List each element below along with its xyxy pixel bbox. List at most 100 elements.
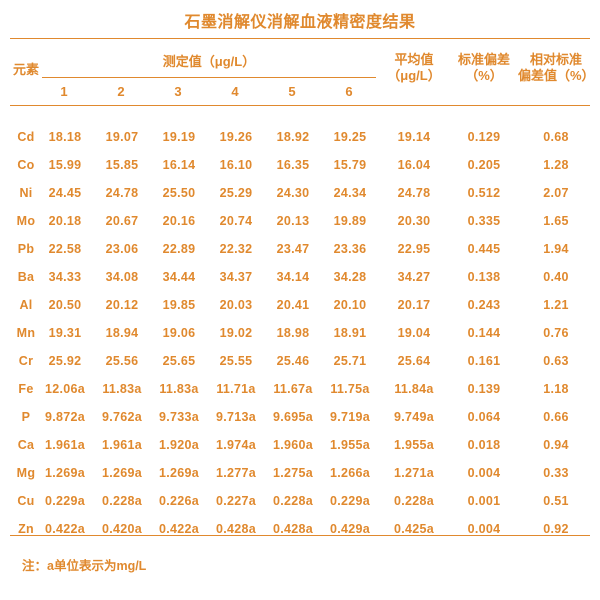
table-bottom-rule — [10, 535, 590, 536]
cell-measurement-1: 20.50 — [48, 298, 82, 312]
cell-measurement-4: 22.32 — [219, 242, 253, 256]
cell-measurement-1: 22.58 — [48, 242, 82, 256]
table-row: Cd 18.18 19.07 19.19 19.26 18.92 19.25 19.14 0.1… — [0, 130, 600, 158]
cell-mean: 19.04 — [397, 326, 431, 340]
cell-measurement-2: 20.67 — [105, 214, 139, 228]
cell-measurement-3: 22.89 — [162, 242, 196, 256]
cell-standard-deviation: 0.064 — [467, 410, 501, 424]
cell-mean: 11.84a — [394, 382, 434, 396]
page-title: 石墨消解仪消解血液精密度结果 — [184, 14, 416, 31]
cell-measurement-5: 23.47 — [276, 242, 310, 256]
cell-relative-standard-deviation: 0.33 — [543, 466, 569, 480]
table-row: Ba 34.33 34.08 34.44 34.37 34.14 34.28 34.27 0.1… — [0, 270, 600, 298]
table-row: Mo 20.18 20.67 20.16 20.74 20.13 19.89 20.30 0.3… — [0, 214, 600, 242]
cell-measurement-4: 11.71a — [216, 382, 256, 396]
cell-measurement-1: 0.229a — [44, 494, 86, 508]
column-subheader-2: 2 — [117, 84, 125, 99]
column-header-mean: 平均值 （μg/L） — [378, 52, 450, 84]
table-footnote: 注：a单位表示为mg/L — [22, 559, 147, 573]
cell-measurement-5: 25.46 — [276, 354, 310, 368]
column-subheader-5: 5 — [288, 84, 296, 99]
cell-measurement-2: 34.08 — [105, 270, 139, 284]
cell-mean: 0.228a — [393, 494, 435, 508]
cell-standard-deviation: 0.335 — [467, 214, 501, 228]
table-row: Co 15.99 15.85 16.14 16.10 16.35 15.79 16.04 0.2… — [0, 158, 600, 186]
table-row: P 9.872a 9.762a 9.733a 9.713a 9.695a 9.719a 9.7… — [0, 410, 600, 438]
cell-standard-deviation: 0.004 — [467, 466, 501, 480]
column-subheader-6: 6 — [345, 84, 353, 99]
column-header-rsd: 相对标准 偏差值（%） — [518, 52, 595, 84]
cell-measurement-3: 19.06 — [162, 326, 196, 340]
cell-element-symbol: Mo — [16, 214, 36, 228]
cell-relative-standard-deviation: 0.68 — [543, 130, 569, 144]
cell-relative-standard-deviation: 1.28 — [543, 158, 569, 172]
cell-standard-deviation: 0.243 — [467, 298, 501, 312]
cell-mean: 24.78 — [397, 186, 431, 200]
table-row: Pb 22.58 23.06 22.89 22.32 23.47 23.36 22.95 0.4… — [0, 242, 600, 270]
cell-measurement-5: 16.35 — [276, 158, 310, 172]
cell-mean: 20.17 — [397, 298, 431, 312]
table-row: Fe 12.06a 11.83a 11.83a 11.71a 11.67a 11.75a 11… — [0, 382, 600, 410]
cell-mean: 34.27 — [397, 270, 431, 284]
cell-measurement-2: 24.78 — [105, 186, 139, 200]
cell-relative-standard-deviation: 1.94 — [543, 242, 569, 256]
table-row: Ni 24.45 24.78 25.50 25.29 24.30 24.34 24.78 0.5… — [0, 186, 600, 214]
column-subheader-3: 3 — [174, 84, 182, 99]
table-header-rule — [10, 105, 590, 106]
table-row: Mn 19.31 18.94 19.06 19.02 18.98 18.91 19.04 0.1… — [0, 326, 600, 354]
cell-measurement-6: 24.34 — [333, 186, 367, 200]
cell-measurement-3: 20.16 — [162, 214, 196, 228]
cell-measurement-5: 9.695a — [272, 410, 314, 424]
cell-standard-deviation: 0.161 — [467, 354, 501, 368]
cell-measurement-3: 9.733a — [158, 410, 200, 424]
cell-measurement-4: 19.26 — [219, 130, 253, 144]
cell-measurement-3: 25.65 — [162, 354, 196, 368]
cell-measurement-6: 11.75a — [330, 382, 370, 396]
cell-measurement-6: 15.79 — [333, 158, 367, 172]
column-header-measured-group: 测定值（μg/L） — [162, 54, 256, 69]
table-top-rule — [10, 38, 590, 39]
cell-measurement-4: 20.74 — [219, 214, 253, 228]
cell-relative-standard-deviation: 0.66 — [543, 410, 569, 424]
cell-mean: 22.95 — [397, 242, 431, 256]
cell-measurement-2: 9.762a — [101, 410, 143, 424]
cell-measurement-4: 1.974a — [215, 438, 257, 452]
cell-element-symbol: Mn — [16, 326, 36, 340]
cell-standard-deviation: 0.445 — [467, 242, 501, 256]
cell-mean: 25.64 — [397, 354, 431, 368]
column-subheader-1: 1 — [60, 84, 68, 99]
cell-relative-standard-deviation: 1.18 — [543, 382, 569, 396]
cell-measurement-1: 0.422a — [44, 522, 86, 536]
cell-element-symbol: Al — [19, 298, 33, 312]
cell-measurement-1: 9.872a — [44, 410, 86, 424]
cell-measurement-6: 18.91 — [333, 326, 367, 340]
cell-measurement-1: 1.961a — [44, 438, 86, 452]
cell-measurement-4: 19.02 — [219, 326, 253, 340]
cell-measurement-1: 1.269a — [44, 466, 86, 480]
cell-measurement-3: 11.83a — [159, 382, 199, 396]
cell-measurement-6: 25.71 — [333, 354, 367, 368]
cell-mean: 0.425a — [393, 522, 435, 536]
cell-relative-standard-deviation: 0.63 — [543, 354, 569, 368]
cell-measurement-5: 18.92 — [276, 130, 310, 144]
column-header-sd-line2: （%） — [465, 68, 503, 83]
cell-measurement-5: 0.428a — [272, 522, 314, 536]
column-header-element: 元素 — [12, 62, 39, 77]
cell-measurement-1: 25.92 — [48, 354, 82, 368]
cell-measurement-2: 25.56 — [105, 354, 139, 368]
cell-measurement-3: 25.50 — [162, 186, 196, 200]
cell-measurement-3: 16.14 — [162, 158, 196, 172]
cell-measurement-1: 18.18 — [48, 130, 82, 144]
cell-measurement-6: 1.955a — [329, 438, 371, 452]
cell-relative-standard-deviation: 1.65 — [543, 214, 569, 228]
column-header-rsd-line2: 偏差值（%） — [518, 68, 595, 83]
cell-standard-deviation: 0.512 — [467, 186, 501, 200]
table-row: Mg 1.269a 1.269a 1.269a 1.277a 1.275a 1.266a 1.… — [0, 466, 600, 494]
cell-measurement-2: 23.06 — [105, 242, 139, 256]
cell-standard-deviation: 0.129 — [467, 130, 501, 144]
cell-measurement-4: 25.55 — [219, 354, 253, 368]
cell-standard-deviation: 0.144 — [467, 326, 501, 340]
column-header-sd: 标准偏差 （%） — [448, 52, 520, 84]
cell-measurement-6: 9.719a — [329, 410, 371, 424]
cell-element-symbol: Co — [17, 158, 35, 172]
